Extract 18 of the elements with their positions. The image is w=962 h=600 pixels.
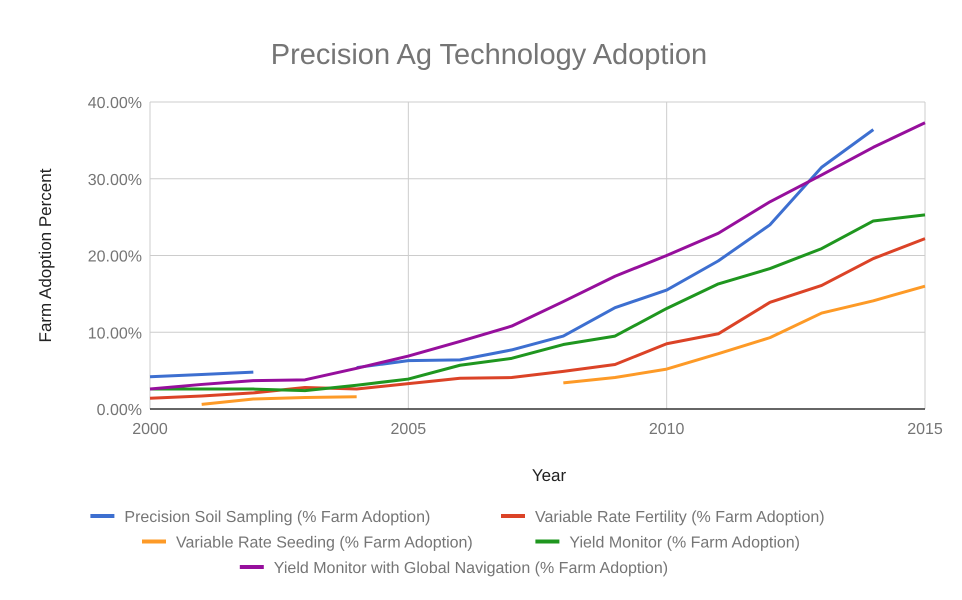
- y-tick-label: 40.00%: [88, 95, 142, 112]
- chart-title: Precision Ag Technology Adoption: [270, 39, 708, 71]
- x-tick-label: 2005: [390, 421, 426, 438]
- line-series: [148, 237, 926, 400]
- legend-label: Variable Rate Fertility (% Farm Adoption): [535, 509, 825, 526]
- legend-label: Precision Soil Sampling (% Farm Adoption): [124, 509, 430, 526]
- y-tick-label: 20.00%: [88, 248, 142, 266]
- y-tick-label: 30.00%: [88, 172, 142, 189]
- y-tick-label: 0.00%: [96, 402, 142, 419]
- x-axis-title: Year: [532, 466, 567, 485]
- legend-label: Yield Monitor with Global Navigation (% Farm Adoption): [274, 560, 668, 577]
- y-axis-title: Farm Adoption Percent: [36, 168, 55, 342]
- x-tick-label: 2010: [648, 421, 685, 438]
- y-tick-label: 10.00%: [88, 325, 142, 342]
- x-tick-label: 2015: [907, 421, 943, 438]
- legend-label: Yield Monitor (% Farm Adoption): [569, 534, 800, 552]
- legend-label: Variable Rate Seeding (% Farm Adoption): [176, 534, 473, 552]
- x-tick-label: 2000: [132, 421, 168, 438]
